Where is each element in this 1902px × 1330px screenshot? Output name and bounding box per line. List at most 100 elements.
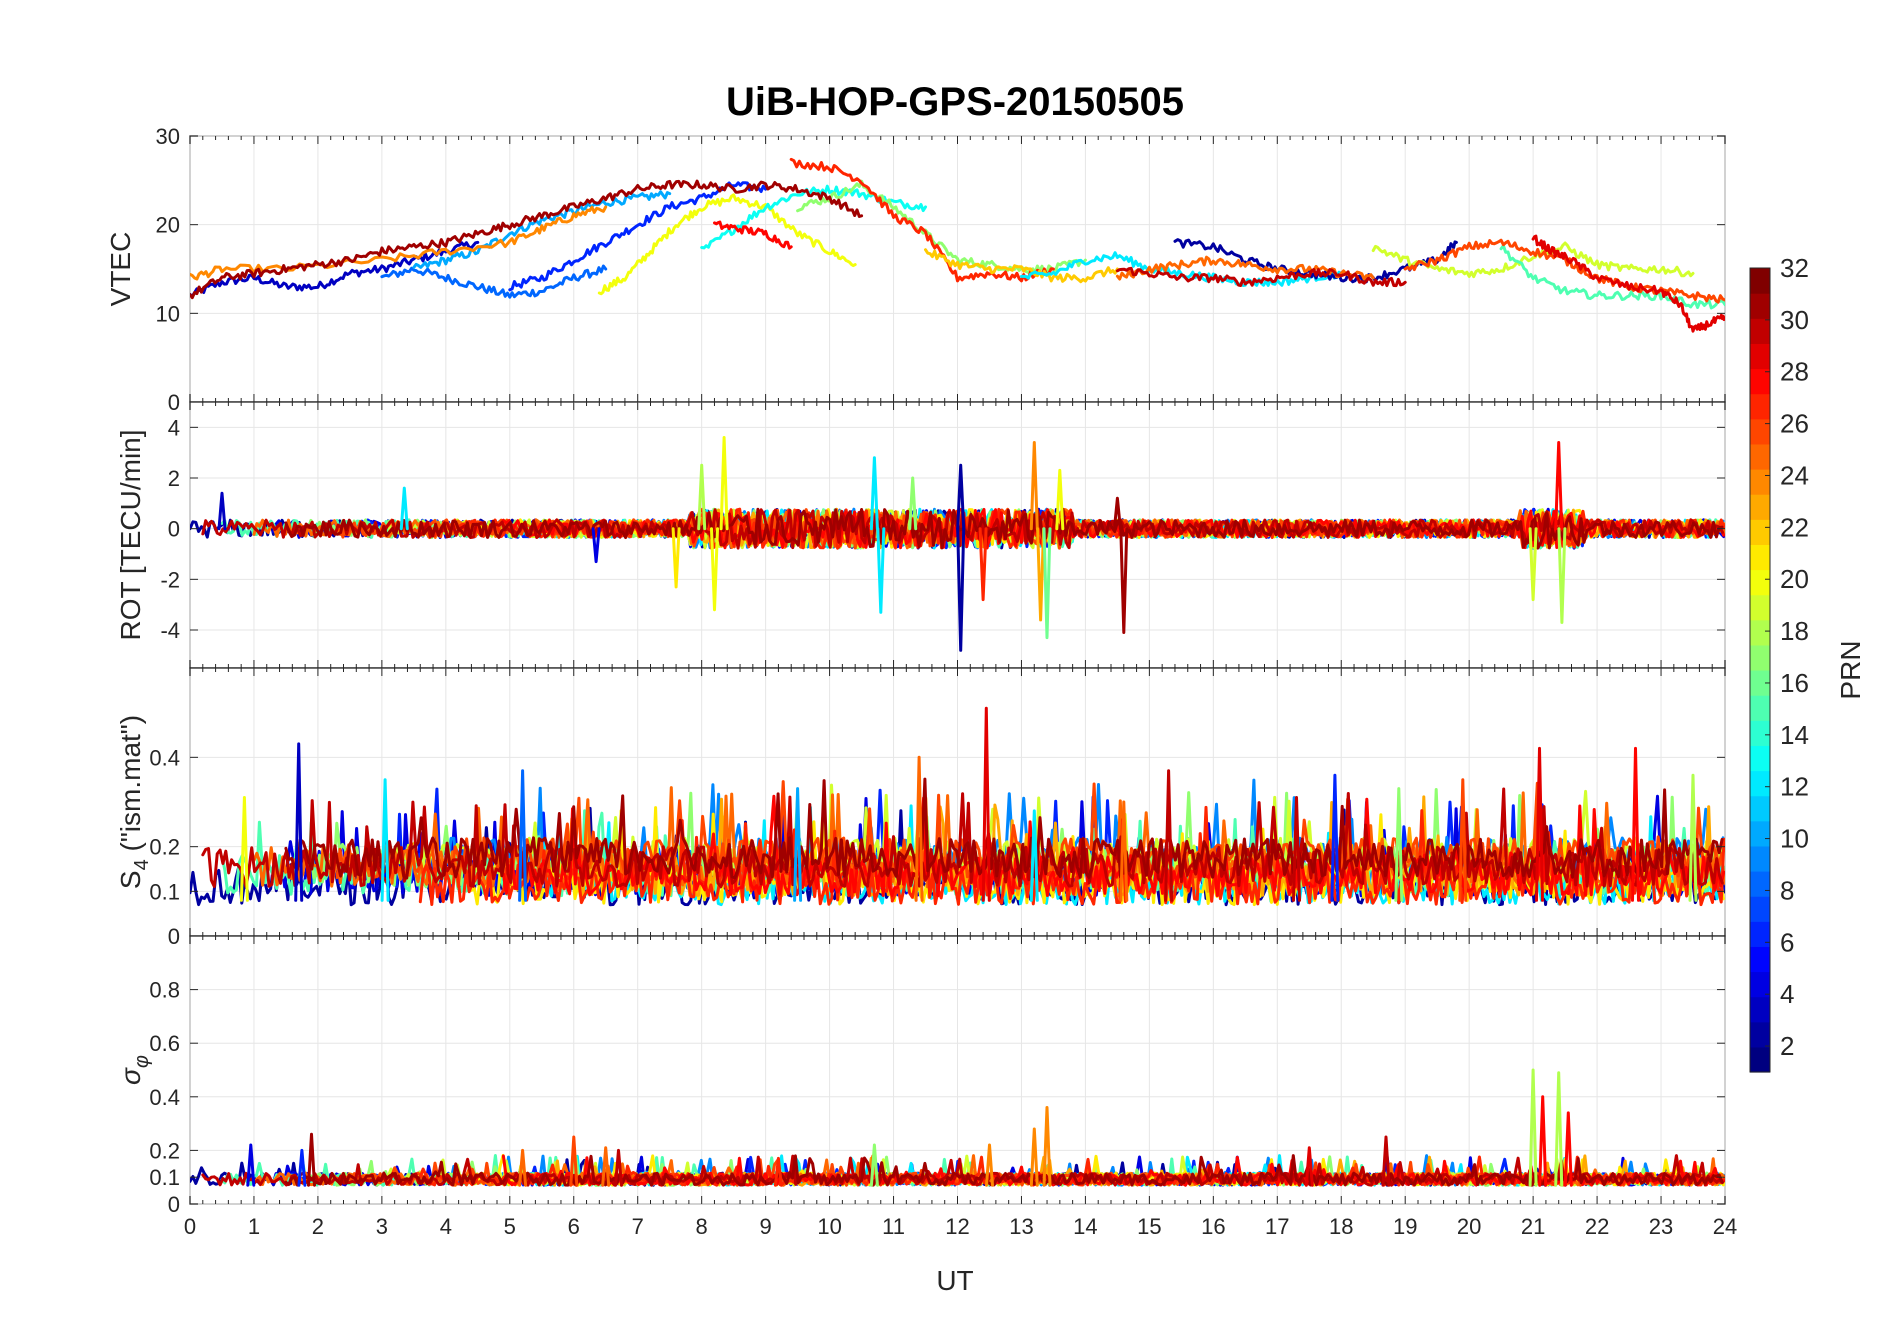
series-prn-15: [1499, 244, 1725, 310]
colorbar-tick-label: 20: [1780, 564, 1809, 594]
colorbar-cell: [1750, 1021, 1770, 1048]
spike-prn-30: [1164, 769, 1174, 902]
spike-prn-24: [1029, 1127, 1039, 1187]
colorbar-label: PRN: [1835, 640, 1866, 699]
spike-prn-20: [1055, 468, 1065, 531]
spike-prn-6: [1330, 773, 1340, 902]
spike-prn-12: [869, 456, 879, 531]
spike-prn-20: [239, 796, 249, 902]
series-prn-31: [284, 507, 1724, 550]
series-prn-3: [190, 240, 480, 298]
spike-prn-12: [399, 486, 409, 531]
series-prn-17: [796, 179, 1087, 275]
colorbar-tick-label: 32: [1780, 253, 1809, 283]
colorbar-cell: [1750, 845, 1770, 872]
series-prn-30: [1115, 266, 1407, 288]
series-prn-27: [789, 157, 1055, 283]
spike-prn-21: [671, 527, 681, 589]
y-tick-label: 0: [168, 924, 180, 949]
spike-prn-20: [719, 436, 729, 531]
x-tick-label: 6: [568, 1214, 580, 1239]
colorbar-cell: [1750, 519, 1770, 545]
spike-prn-30: [1292, 796, 1301, 902]
colorbar-tick-label: 18: [1780, 616, 1809, 646]
series-prn-22: [924, 248, 1119, 284]
colorbar-cell: [1750, 619, 1770, 646]
y-tick-label: 4: [168, 415, 180, 440]
colorbar-tick-label: 6: [1780, 927, 1794, 957]
colorbar-cell: [1750, 594, 1770, 621]
series-prn-30: [201, 1154, 1724, 1187]
y-tick-label: 2: [168, 466, 180, 491]
colorbar-tick-label: 4: [1780, 979, 1794, 1009]
colorbar-tick-label: 10: [1780, 824, 1809, 854]
spike-prn-2: [956, 527, 966, 652]
spike-prn-23: [1036, 527, 1046, 622]
x-tick-label: 14: [1073, 1214, 1097, 1239]
spike-prn-12: [876, 527, 886, 614]
panel-rot: -4 -2 0 2 4 ROT [TECU/min]: [115, 401, 1726, 669]
colorbar-cell: [1750, 418, 1770, 445]
x-tick-label: 0: [184, 1214, 196, 1239]
colorbar-cell: [1750, 268, 1770, 294]
spike-prn-31: [1112, 496, 1122, 531]
x-tick-label: 2: [312, 1214, 324, 1239]
spike-prn-6: [297, 1148, 307, 1187]
colorbar-cell: [1750, 494, 1770, 520]
x-tick-label: 16: [1201, 1214, 1225, 1239]
colorbar-cell: [1750, 996, 1770, 1023]
spike-prn-25: [914, 755, 924, 902]
x-tick-label: 12: [945, 1214, 969, 1239]
colorbar-frame: [1749, 267, 1771, 1073]
y-tick-label: 20: [156, 213, 180, 238]
x-tick-label: 9: [760, 1214, 772, 1239]
series-prn-31: [190, 179, 864, 300]
chart-title: UiB-HOP-GPS-20150505: [726, 80, 1184, 124]
spike-prn-12: [1029, 809, 1039, 902]
spike-prn-17: [869, 1143, 879, 1187]
colorbar-cell: [1750, 720, 1770, 746]
series-prn-24: [190, 205, 608, 281]
colorbar-cell: [1750, 469, 1770, 495]
spike-prn-29: [1304, 1146, 1314, 1187]
spike-prn-24: [1029, 441, 1039, 531]
colorbar-cell: [1750, 745, 1770, 772]
spike-prn-28: [1554, 441, 1564, 531]
series-prn-2: [1173, 238, 1458, 284]
y-tick-label: 0.2: [149, 835, 180, 860]
series-prn-29: [1531, 234, 1725, 333]
x-tick-label: 7: [632, 1214, 644, 1239]
spike-prn-18: [1554, 1071, 1564, 1187]
colorbar-cell: [1750, 318, 1770, 344]
spike-prn-4: [591, 527, 601, 564]
colorbar-tick-label: 28: [1780, 357, 1809, 387]
spike-prn-25: [518, 1148, 528, 1187]
colorbar-cell: [1750, 569, 1770, 596]
series-prn-20: [597, 193, 857, 296]
spike-prn-29: [1535, 746, 1544, 902]
x-tick-label: 23: [1649, 1214, 1673, 1239]
colorbar-tick-label: 16: [1780, 668, 1809, 698]
panel-sigma_phi: 00.10.2 0.4 0.6 0.8 σφ: [115, 935, 1726, 1217]
colorbar-tick-label: 24: [1780, 460, 1809, 490]
colorbar-cell: [1750, 695, 1770, 721]
y-tick-label: 0.2: [149, 1138, 180, 1163]
spike-prn-2: [956, 463, 966, 531]
x-tick-label: 8: [696, 1214, 708, 1239]
x-tick-label: 18: [1329, 1214, 1353, 1239]
spike-prn-31: [307, 1132, 316, 1187]
y-tick-label: 0: [168, 390, 180, 415]
spike-prn-29: [981, 706, 991, 902]
spike-prn-16: [1042, 527, 1052, 640]
x-axis-label: UT: [936, 1265, 973, 1296]
spike-prn-24: [1042, 1106, 1052, 1187]
spike-prn-17: [908, 476, 918, 531]
x-tick-label: 24: [1713, 1214, 1737, 1239]
plot-area: [190, 1068, 1725, 1187]
x-tick-label: 17: [1265, 1214, 1289, 1239]
y-tick-label: 30: [156, 124, 180, 149]
x-tick-label: 11: [882, 1214, 905, 1239]
